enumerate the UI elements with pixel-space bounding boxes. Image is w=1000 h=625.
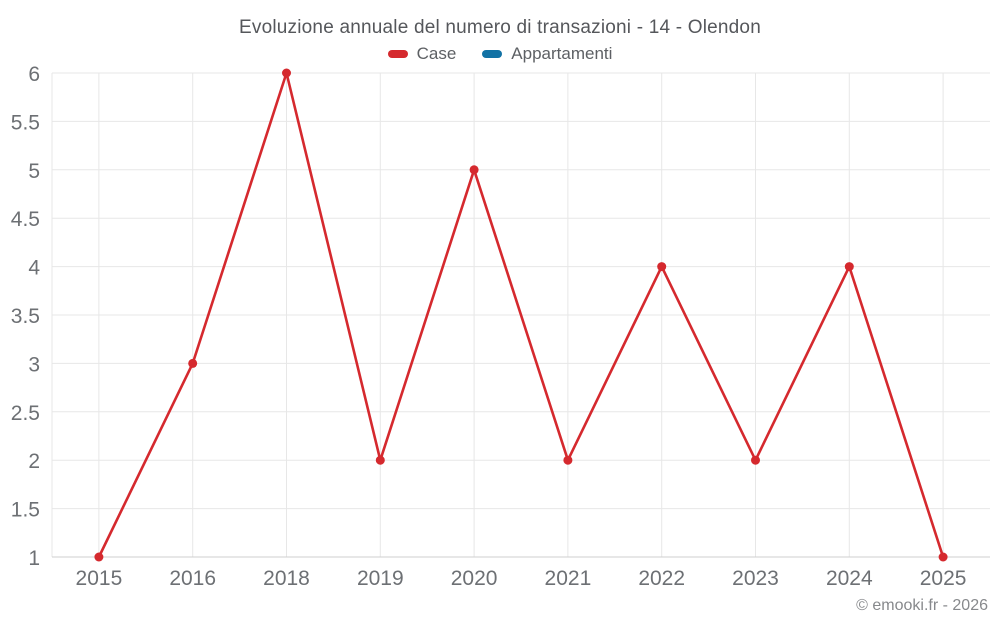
- data-point-case-2019[interactable]: [375, 455, 385, 465]
- y-tick-label: 2: [28, 450, 40, 473]
- data-point-case-2024[interactable]: [844, 262, 854, 272]
- y-tick-label: 5.5: [11, 111, 40, 134]
- data-point-case-2015[interactable]: [94, 552, 104, 562]
- legend: Case Appartamenti: [0, 44, 1000, 64]
- data-point-case-2025[interactable]: [938, 552, 948, 562]
- y-tick-label: 3: [28, 353, 40, 376]
- data-point-case-2016[interactable]: [188, 358, 198, 368]
- legend-label-case: Case: [416, 44, 457, 63]
- x-tick-label: 2020: [451, 567, 498, 590]
- x-tick-label: 2021: [545, 567, 592, 590]
- chart-title: Evoluzione annuale del numero di transaz…: [239, 17, 761, 38]
- legend-item-case[interactable]: Case: [387, 44, 457, 64]
- x-tick-label: 2016: [169, 567, 216, 590]
- y-tick-label: 1: [28, 547, 40, 570]
- x-tick-label: 2023: [732, 567, 779, 590]
- attribution: © emooki.fr - 2026: [856, 597, 988, 614]
- data-point-case-2020[interactable]: [469, 165, 479, 175]
- data-point-case-2023[interactable]: [751, 455, 760, 465]
- y-tick-label: 2.5: [11, 402, 40, 425]
- y-tick-label: 1.5: [11, 499, 40, 522]
- y-tick-label: 4.5: [11, 208, 40, 231]
- y-tick-label: 6: [28, 63, 40, 86]
- series-line-case: [97, 71, 945, 559]
- legend-swatch-appartamenti-icon: [482, 50, 503, 58]
- data-point-case-2018[interactable]: [282, 68, 291, 78]
- y-tick-label: 4: [28, 257, 40, 280]
- x-tick-label: 2018: [263, 567, 310, 590]
- data-point-case-2021[interactable]: [563, 455, 573, 465]
- y-tick-label: 3.5: [11, 305, 40, 328]
- x-tick-label: 2024: [826, 567, 873, 590]
- x-tick-label: 2015: [76, 567, 123, 590]
- legend-swatch-case-icon: [387, 50, 408, 58]
- x-tick-label: 2022: [638, 567, 685, 590]
- legend-item-appartamenti[interactable]: Appartamenti: [482, 44, 612, 64]
- legend-label-appartamenti: Appartamenti: [511, 44, 613, 63]
- data-point-case-2022[interactable]: [657, 262, 667, 272]
- x-tick-label: 2025: [920, 567, 967, 590]
- x-tick-label: 2019: [357, 567, 404, 590]
- y-tick-label: 5: [28, 160, 40, 183]
